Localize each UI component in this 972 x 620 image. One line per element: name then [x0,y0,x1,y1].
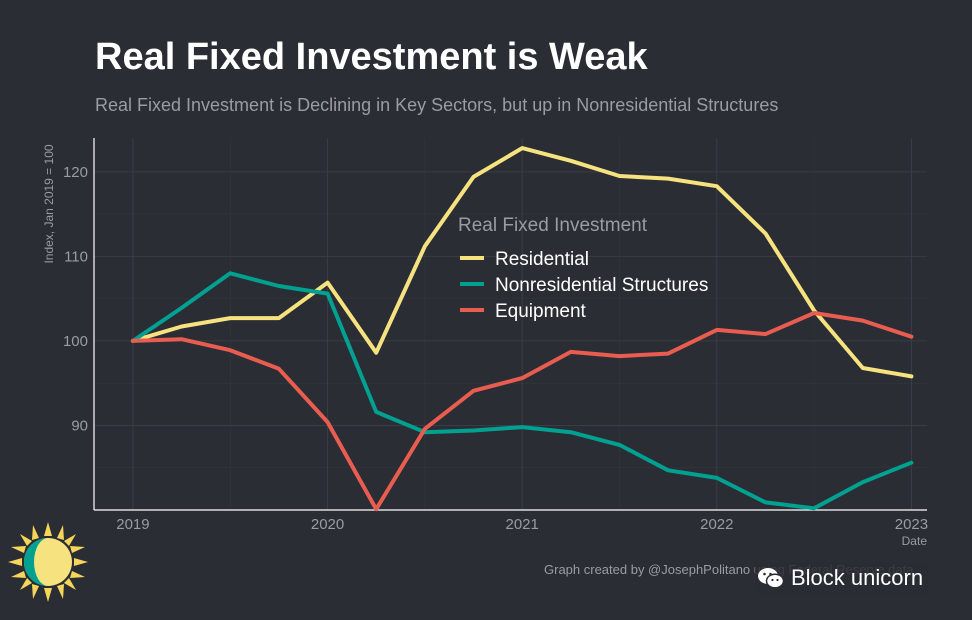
x-tick-label: 2020 [311,516,344,533]
series-line-nonresidential-structures [130,271,914,511]
x-tick-label: 2023 [895,516,928,533]
series-line-equipment [130,311,914,512]
y-tick-label: 120 [63,164,88,181]
legend-label-equipment: Equipment [495,301,587,322]
y-tick-label: 90 [71,417,88,434]
series-line-residential [130,146,914,379]
axes [93,138,927,511]
watermark-text: Block unicorn [791,565,924,590]
chart-subtitle: Real Fixed Investment is Declining in Ke… [95,95,779,115]
legend-label-residential: Residential [495,249,589,270]
x-tick-label: 2019 [116,516,149,533]
y-tick-label: 110 [64,248,88,265]
wechat-icon [758,568,785,589]
watermark: Block unicorn [755,562,930,594]
minor-gridlines [94,138,927,510]
x-tick-label: 2022 [700,516,733,533]
y-tick-label: 100 [63,333,88,350]
x-tick-label: 2021 [505,516,538,533]
tick-labels: 2019 2020 2021 2022 2023 90 100 110 120 [63,164,928,533]
major-gridlines [94,138,927,510]
legend-label-nonresidential-structures: Nonresidential Structures [495,275,708,296]
x-axis-label: Date [901,534,927,548]
legend: Real Fixed Investment Residential Nonresid… [458,215,708,322]
chart-title: Real Fixed Investment is Weak [95,36,648,78]
sun-logo-icon [8,522,88,602]
series-lines [130,146,914,512]
legend-title: Real Fixed Investment [458,215,648,236]
